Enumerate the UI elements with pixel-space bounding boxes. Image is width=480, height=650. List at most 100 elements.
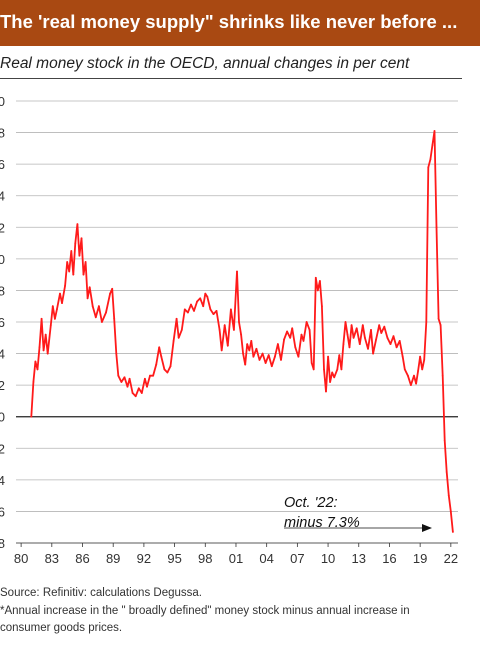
data-point [325,390,327,393]
data-point [452,531,454,533]
data-point [398,340,401,342]
data-point [270,365,273,368]
data-point [305,321,308,323]
data-point [294,346,297,349]
data-point [415,382,417,385]
data-point [74,242,77,245]
data-point [417,370,419,372]
x-tick-label: 13 [352,551,366,566]
y-tick-label: 4 [0,347,5,362]
data-point [220,349,223,352]
data-point [193,310,195,312]
data-point [128,377,131,380]
data-point [76,223,79,226]
x-tick-label: 98 [198,551,212,566]
data-point [59,292,61,295]
data-point [111,287,114,290]
x-tick-label: 80 [14,551,28,566]
data-point [264,362,267,364]
data-point [98,305,100,308]
x-axis-ticks: 80 83 86 89 92 95 98 01 04 07 10 13 16 19 22 [14,542,458,566]
data-point [423,359,426,361]
data-point [84,261,87,263]
x-tick-label: 89 [106,551,120,566]
data-point [30,415,33,418]
data-point [392,335,395,338]
data-point [206,295,209,298]
data-point [255,347,258,350]
data-point [342,343,345,345]
data-point [72,273,75,276]
data-point [36,368,39,371]
data-point [316,289,319,292]
data-point [321,305,323,308]
data-point [348,346,351,349]
data-point [218,329,221,331]
y-tick-label: 0 [0,410,5,425]
data-point [64,284,66,287]
data-point [91,305,94,308]
x-tick-label: 92 [137,551,151,566]
data-point [152,374,155,377]
data-point [223,324,226,327]
data-point [175,317,178,320]
data-point [44,333,47,336]
data-point [158,346,161,349]
title-bar: The 'real money supply" shrinks like nev… [0,0,480,46]
data-point [277,343,279,345]
data-point [180,329,183,331]
y-tick-label: -8 [0,536,5,551]
data-point [86,297,89,300]
data-point [113,317,116,320]
y-axis-ticks: -8 -6 -4 -2 0 2 4 6 8 10 12 14 16 18 20 [0,94,5,551]
x-tick-label: 83 [45,551,59,566]
x-tick-label: 22 [444,551,458,566]
data-point [215,310,218,312]
y-tick-label: 20 [0,94,5,109]
data-point [196,300,199,303]
y-tick-label: -6 [0,504,5,519]
data-point [380,332,383,334]
data-point [105,311,107,314]
data-point [204,292,207,295]
data-point [389,343,392,345]
data-point [370,329,372,331]
annotation-line-1: Oct. '22: [284,495,338,511]
series-layer [30,130,454,533]
data-point [42,349,45,352]
data-point [312,368,315,371]
data-point [308,329,311,331]
data-point [429,158,432,161]
data-point [56,308,58,311]
data-point [410,384,412,386]
data-point [283,338,285,341]
data-point [431,144,434,147]
data-point [329,381,331,383]
data-point [126,385,129,388]
y-tick-label: 10 [0,252,5,267]
x-tick-label: 04 [259,551,273,566]
data-point [68,270,71,273]
data-point [172,340,175,342]
data-point [226,344,229,347]
data-point [252,355,255,358]
y-tick-label: -2 [0,441,5,456]
data-point [169,365,172,368]
data-point [250,340,253,342]
data-point [246,343,249,345]
data-point [338,354,341,356]
x-tick-label: 10 [321,551,335,566]
data-point [240,333,243,336]
data-point [280,359,282,361]
data-point [51,305,54,308]
data-point [395,346,398,349]
data-point [336,368,339,371]
footnote-line-2: consumer goods prices. [0,622,123,634]
data-point [177,336,180,339]
data-point [364,336,366,339]
data-point [123,376,126,379]
data-point [291,327,294,330]
data-point [187,311,189,314]
x-tick-label: 07 [290,551,304,566]
data-point [300,333,303,336]
